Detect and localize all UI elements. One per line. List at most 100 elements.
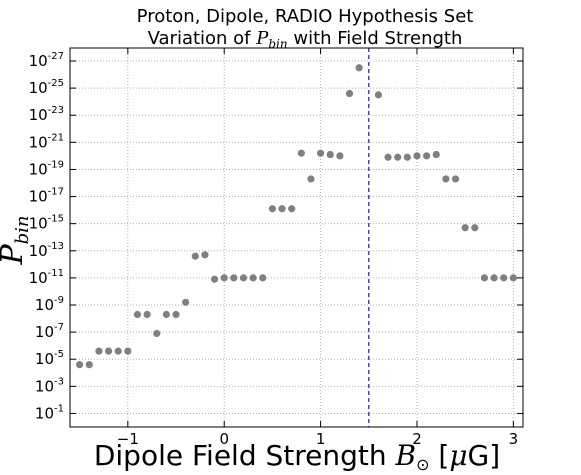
title-suffix: with Field Strength	[288, 28, 463, 49]
y-tick-exponent: -17	[48, 187, 64, 198]
y-tick-base: 10	[29, 52, 48, 70]
y-tick-base: 10	[35, 350, 54, 368]
y-tick-exponent: -25	[48, 78, 64, 89]
y-tick-exponent: -21	[48, 132, 64, 143]
y-tick-label: 10-25	[29, 78, 64, 97]
xlabel-units-text: G]	[468, 439, 501, 472]
y-tick-base: 10	[35, 377, 54, 395]
y-tick-label: 10-9	[35, 295, 64, 314]
y-tick-exponent: -27	[48, 51, 64, 62]
y-tick-label: 10-3	[35, 376, 64, 395]
title-math-sub: bin	[268, 37, 287, 51]
y-tick-base: 10	[29, 79, 48, 97]
data-point	[461, 224, 469, 232]
data-point	[423, 152, 431, 160]
x-tick-label: −1	[117, 430, 139, 448]
ylabel-math-sub: bin	[12, 215, 33, 244]
y-tick-exponent: -19	[48, 159, 64, 170]
y-tick-label: 10-15	[29, 214, 64, 233]
y-tick-label: 10-19	[29, 159, 64, 178]
chart-title-line2: Variation of Pbin with Field Strength	[148, 28, 463, 51]
data-point	[326, 150, 334, 159]
data-point	[249, 274, 257, 282]
y-tick-base: 10	[29, 133, 48, 151]
data-point	[76, 361, 84, 369]
ylabel-math-p: P	[0, 244, 30, 266]
data-point	[471, 224, 479, 232]
data-point	[403, 153, 411, 161]
data-point	[95, 347, 103, 355]
y-tick-label: 10-1	[35, 403, 64, 422]
x-tick-label: 2	[412, 430, 422, 448]
data-point	[191, 252, 199, 260]
data-point	[268, 205, 277, 213]
title-math-p: P	[255, 28, 269, 49]
xlabel-units-mu: μ	[449, 439, 467, 472]
data-point	[374, 91, 383, 99]
data-point	[307, 175, 315, 183]
y-tick-base: 10	[35, 404, 54, 422]
data-point	[432, 150, 440, 159]
xlabel-math-b: B	[395, 439, 417, 472]
data-point	[143, 310, 151, 319]
y-tick-base: 10	[29, 106, 48, 124]
x-axis-ticks: −1 0 1 2 3	[117, 48, 518, 448]
data-point	[490, 274, 498, 282]
y-tick-label: 10-7	[35, 322, 64, 341]
y-tick-label: 10-23	[29, 105, 64, 124]
x-tick-label: 1	[316, 430, 326, 448]
y-tick-base: 10	[35, 296, 54, 314]
data-point	[114, 347, 122, 355]
data-point	[153, 329, 161, 338]
data-point	[201, 251, 209, 259]
y-tick-exponent: -1	[54, 403, 64, 414]
xlabel-units-open: [	[430, 439, 450, 472]
data-point	[480, 274, 489, 282]
data-point	[259, 274, 267, 282]
data-point	[239, 274, 248, 282]
data-point	[451, 175, 460, 183]
data-point	[288, 205, 296, 213]
data-point	[133, 310, 142, 319]
y-tick-label: 10-21	[29, 132, 64, 151]
y-tick-base: 10	[29, 160, 48, 178]
x-axis-label: Dipole Field Strength B⊙ [μG]	[94, 439, 500, 474]
data-point	[104, 347, 113, 355]
y-tick-exponent: -9	[54, 295, 64, 306]
y-tick-label: 10-11	[29, 268, 64, 287]
data-point	[345, 89, 354, 98]
xlabel-prefix: Dipole Field Strength	[94, 439, 396, 472]
data-point	[220, 274, 228, 282]
y-tick-exponent: -5	[54, 349, 64, 360]
y-tick-exponent: -11	[48, 268, 64, 279]
data-point	[278, 205, 286, 213]
y-tick-label: 10-27	[29, 51, 64, 70]
y-tick-label: 10-13	[29, 241, 64, 260]
y-axis-ticks: 10-110-310-510-710-910-1110-1310-1510-17…	[29, 51, 523, 422]
y-tick-exponent: -23	[48, 105, 64, 116]
data-point	[355, 64, 363, 72]
y-tick-exponent: -15	[48, 214, 64, 225]
grid	[70, 48, 523, 427]
y-tick-base: 10	[29, 215, 48, 233]
data-point	[413, 152, 421, 160]
y-tick-base: 10	[35, 323, 54, 341]
chart-title-line1: Proton, Dipole, RADIO Hypothesis Set	[137, 6, 474, 27]
y-tick-exponent: -7	[54, 322, 64, 333]
y-tick-label: 10-17	[29, 187, 64, 206]
data-point	[172, 310, 180, 319]
data-point	[500, 274, 508, 282]
data-point	[394, 153, 402, 161]
y-tick-base: 10	[29, 269, 48, 287]
data-point	[85, 361, 93, 369]
title-prefix: Variation of	[148, 28, 257, 49]
data-point	[336, 152, 344, 160]
data-point	[297, 149, 305, 157]
data-point	[509, 274, 517, 282]
y-tick-label: 10-5	[35, 349, 64, 368]
y-tick-base: 10	[29, 188, 48, 206]
data-point	[124, 347, 132, 355]
data-point	[182, 298, 190, 306]
